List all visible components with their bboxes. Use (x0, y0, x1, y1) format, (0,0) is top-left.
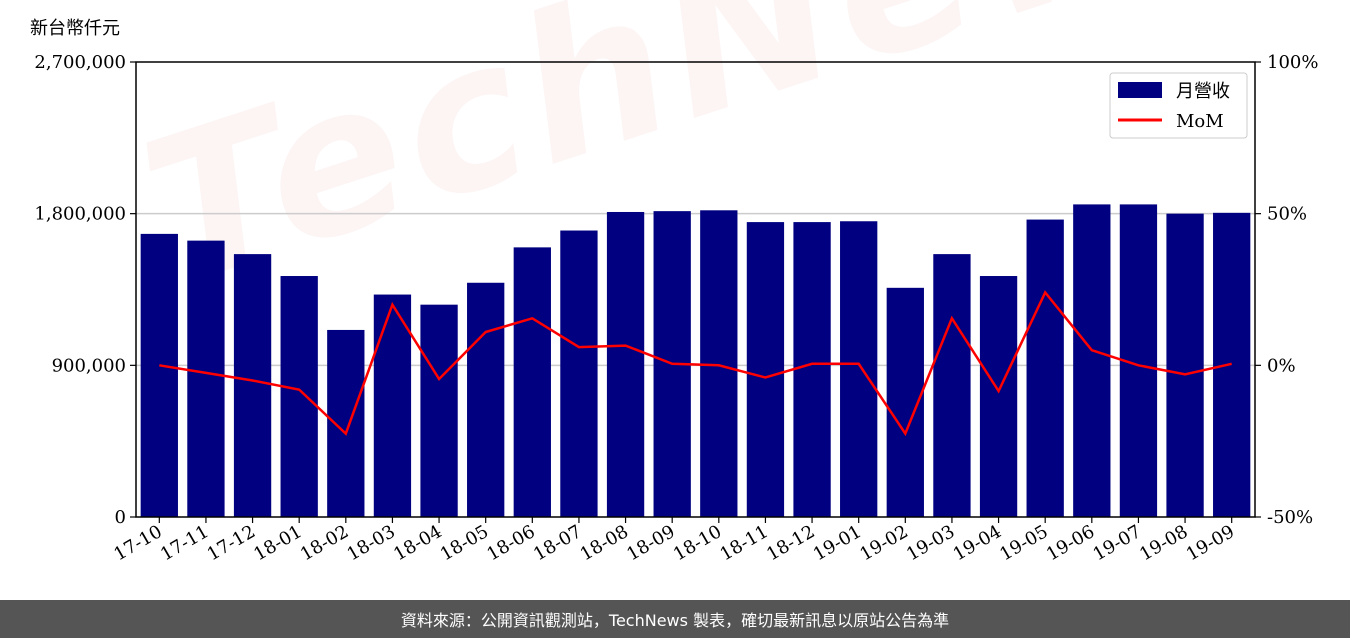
bar-18-07 (560, 230, 598, 517)
bar-19-01 (840, 221, 878, 517)
bar-19-06 (1073, 204, 1111, 518)
bar-17-12 (233, 254, 272, 517)
x-tick-label-18-06: 18-06 (483, 521, 538, 565)
y-right-tick-label-3: 100% (1267, 52, 1318, 73)
y-left-tick-label-1: 900,000 (52, 355, 126, 376)
x-tick-label-19-05: 19-05 (996, 521, 1051, 565)
bar-18-08 (606, 211, 645, 517)
x-tick-label-19-02: 19-02 (856, 521, 911, 565)
bar-17-10 (140, 233, 178, 517)
x-tick-label-18-09: 18-09 (623, 521, 678, 565)
bar-19-05 (1026, 219, 1064, 517)
x-tick-label-17-11: 17-11 (157, 521, 212, 565)
bar-18-03 (373, 294, 412, 517)
y-right-tick-label-2: 50% (1267, 204, 1307, 225)
legend-label-revenue: 月營收 (1176, 81, 1230, 102)
plot-frame (135, 61, 1256, 518)
x-tick-label-19-06: 19-06 (1043, 521, 1098, 565)
x-tick-label-18-12: 18-12 (763, 521, 818, 565)
bar-19-03 (933, 254, 971, 517)
x-tick-label-17-12: 17-12 (204, 521, 259, 565)
x-tick-label-19-07: 19-07 (1089, 521, 1144, 565)
source-footer: 資料來源：公開資訊觀測站，TechNews 製表，確切最新訊息以原站公告為準 (0, 600, 1350, 638)
y-axis-unit-label: 新台幣仟元 (30, 18, 120, 39)
x-tick-label-19-08: 19-08 (1136, 521, 1191, 565)
bar-19-08 (1166, 213, 1204, 517)
x-tick-label-18-11: 18-11 (716, 521, 771, 565)
x-tick-label-18-10: 18-10 (670, 521, 725, 565)
x-tick-label-18-08: 18-08 (577, 521, 632, 565)
mom-line (159, 290, 1232, 437)
y-left-tick-label-0: 0 (115, 507, 126, 528)
bar-18-12 (793, 222, 831, 517)
bar-18-01 (280, 276, 318, 517)
y-left-tick-label-3: 2,700,000 (34, 52, 126, 73)
x-tick-label-19-09: 19-09 (1183, 521, 1238, 565)
legend-swatch-bar (1118, 82, 1162, 98)
y-left-tick-label-2: 1,800,000 (34, 204, 126, 225)
bar-18-02 (327, 329, 365, 517)
bar-19-04 (979, 276, 1018, 517)
bar-18-05 (467, 282, 505, 517)
x-tick-label-19-01: 19-01 (810, 521, 865, 565)
bar-18-04 (420, 304, 458, 517)
x-tick-label-18-04: 18-04 (390, 521, 445, 565)
bar-18-10 (700, 210, 738, 517)
legend-label-mom: MoM (1176, 111, 1224, 132)
x-tick-label-19-03: 19-03 (903, 521, 958, 565)
x-tick-label-18-03: 18-03 (343, 521, 398, 565)
chart-svg: 0 900,000 1,800,000 2,700,000 -50% 0% 50% 100% 1… (34, 52, 1318, 565)
x-tick-label-18-01: 18-01 (250, 521, 305, 565)
x-tick-label-19-04: 19-04 (950, 521, 1005, 565)
footer-text: 資料來源：公開資訊觀測站，TechNews 製表，確切最新訊息以原站公告為準 (400, 611, 950, 630)
x-tick-label-18-02: 18-02 (297, 521, 352, 565)
y-right-tick-label-1: 0% (1267, 355, 1296, 376)
y-right-tick-label-0: -50% (1267, 507, 1313, 528)
bar-17-11 (187, 240, 225, 517)
bar-18-06 (513, 247, 551, 518)
x-tick-label-18-07: 18-07 (530, 521, 585, 565)
x-tick-label-18-05: 18-05 (437, 521, 492, 565)
bar-18-11 (746, 222, 785, 517)
